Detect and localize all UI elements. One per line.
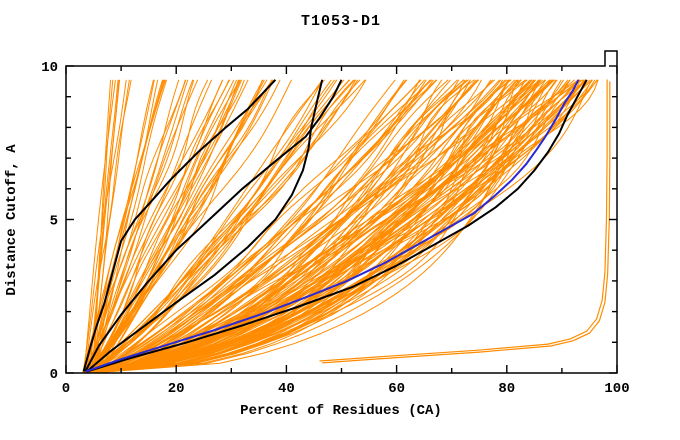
model-ensemble-orange [88, 79, 168, 373]
model-ensemble-orange [88, 79, 421, 373]
model-ensemble-orange [93, 79, 593, 373]
y-tick-label: 5 [50, 214, 58, 230]
x-tick-label: 80 [498, 381, 515, 397]
model-ensemble-orange [92, 79, 431, 373]
x-axis-label: Percent of Residues (CA) [240, 403, 442, 419]
model-ensemble-orange [87, 79, 593, 373]
model-ensemble-orange [95, 79, 159, 373]
model-ensemble-orange [94, 79, 555, 373]
model-ensemble-orange [94, 79, 433, 373]
model-ensemble-orange [90, 79, 587, 373]
highlight-model-blue [85, 79, 580, 373]
x-tick-label: 40 [278, 381, 295, 397]
x-tick-label: 0 [62, 381, 70, 397]
model-ensemble-orange [83, 79, 224, 373]
model-ensemble-orange [86, 79, 351, 373]
model-ensemble-orange [92, 79, 241, 373]
y-tick-label: 0 [50, 367, 58, 383]
y-tick-label: 10 [41, 60, 58, 76]
model-ensemble-orange [84, 79, 366, 373]
model-ensemble-orange [83, 79, 116, 373]
model-ensemble-orange [89, 79, 546, 373]
model-ensemble-orange [95, 79, 468, 373]
model-ensemble-orange [95, 79, 187, 373]
model-ensemble-orange [92, 79, 585, 373]
model-ensemble-orange [89, 79, 511, 373]
model-ensemble-orange [87, 79, 427, 373]
x-tick-label: 100 [604, 381, 629, 397]
model-ensemble-orange [89, 79, 154, 373]
model-ensemble-orange [82, 79, 292, 373]
reference-black-4 [86, 79, 588, 373]
model-ensemble-orange [82, 79, 359, 373]
model-ensemble-orange [83, 79, 132, 373]
model-ensemble-orange [83, 79, 180, 373]
model-ensemble-orange [84, 79, 449, 373]
model-ensemble-orange [82, 79, 434, 373]
reference-black-3 [86, 79, 324, 373]
model-ensemble-orange [90, 79, 527, 373]
reference-black-1 [82, 79, 277, 372]
model-ensemble-orange [84, 79, 367, 373]
model-ensemble-orange [93, 79, 492, 373]
model-ensemble-orange [84, 79, 194, 373]
outlier-model-orange [319, 79, 608, 362]
model-ensemble-orange [92, 79, 579, 373]
y-axis-label: Distance Cutoff, A [4, 144, 20, 296]
axis-tick-labels: 0 20 40 60 80 100 0 5 10 [41, 60, 629, 397]
model-ensemble-orange [82, 79, 127, 373]
axis-ticks [65, 65, 618, 374]
curves-layer [82, 79, 611, 373]
model-ensemble-orange [82, 79, 165, 373]
outlier-model-orange [322, 81, 611, 364]
model-ensemble-orange [89, 79, 536, 373]
model-ensemble-orange [86, 79, 558, 373]
model-ensemble-orange [86, 79, 238, 373]
x-tick-label: 60 [388, 381, 405, 397]
model-ensemble-orange [85, 79, 580, 373]
model-ensemble-orange [94, 79, 438, 373]
model-ensemble-orange [91, 79, 522, 373]
reference-black-2 [84, 79, 343, 372]
model-ensemble-orange [95, 79, 264, 373]
model-ensemble-orange [92, 79, 243, 373]
x-tick-label: 20 [168, 381, 185, 397]
model-ensemble-orange [91, 79, 239, 373]
model-ensemble-orange [84, 79, 224, 373]
model-ensemble-orange [88, 79, 119, 373]
model-ensemble-orange [91, 79, 479, 373]
chart-title: T1053-D1 [301, 13, 381, 30]
model-ensemble-orange [91, 79, 565, 373]
model-ensemble-orange [84, 79, 554, 373]
model-ensemble-orange [85, 79, 557, 373]
model-ensemble-orange [93, 79, 241, 373]
model-ensemble-orange [87, 79, 472, 373]
model-ensemble-orange [88, 79, 460, 373]
model-ensemble-orange [90, 79, 464, 373]
model-ensemble-orange [84, 79, 422, 373]
model-ensemble-orange [88, 79, 533, 373]
